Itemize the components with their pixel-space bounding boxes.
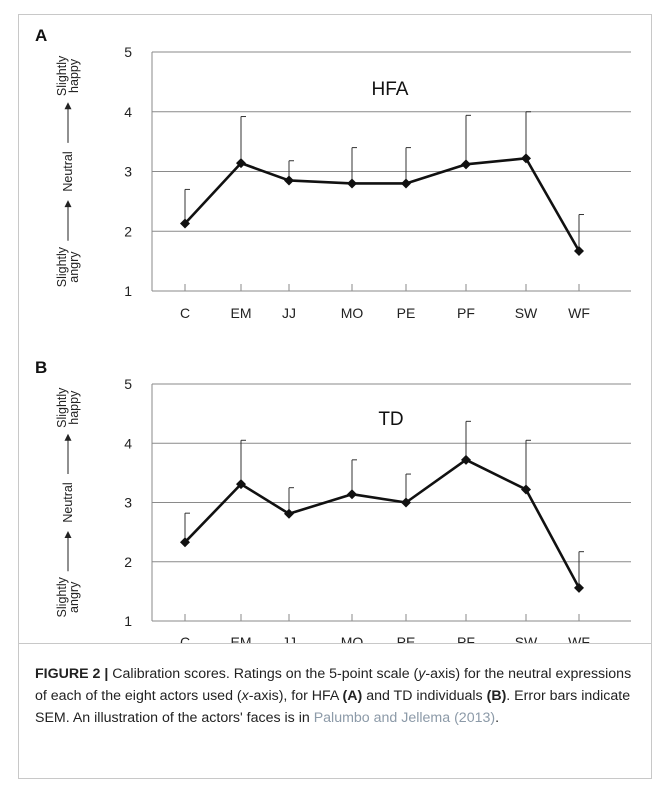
caption-x-italic: x: [241, 688, 249, 704]
y-label-slightly-angry-line2: angry: [67, 581, 81, 613]
data-point-marker: [574, 245, 584, 256]
x-tick-label: PF: [457, 305, 475, 321]
y-tick-label: 1: [124, 283, 132, 299]
x-tick-label: PE: [397, 634, 416, 643]
y-label-slightly-happy-line2: happy: [67, 390, 81, 425]
x-tick-label: WF: [568, 634, 590, 643]
y-label-arrow-head: [64, 200, 72, 208]
figure: A 1 2 3 4 5 C EM JJ MO PE PF SW WF Slightly angry Neutra…: [18, 14, 652, 779]
caption-lead: FIGURE 2 |: [35, 666, 109, 682]
data-point-marker: [284, 508, 294, 519]
data-point-marker: [521, 484, 531, 495]
data-point-marker: [284, 175, 294, 186]
data-point-marker: [521, 153, 531, 164]
x-tick-label: JJ: [282, 305, 296, 321]
x-tick-label: EM: [231, 305, 252, 321]
x-tick-label: C: [180, 634, 190, 643]
caption-reference-link[interactable]: Palumbo and Jellema (2013): [313, 710, 496, 726]
x-tick-label: MO: [341, 634, 364, 643]
data-point-marker: [347, 489, 357, 500]
y-tick-label: 4: [124, 435, 132, 451]
data-point-marker: [574, 582, 584, 593]
y-label-arrow-head: [64, 102, 72, 110]
y-tick-label: 4: [124, 104, 132, 120]
caption-text-2: -axis) for the neutral expressions of ea…: [35, 666, 632, 704]
x-tick-label: C: [180, 305, 190, 321]
y-tick-label: 2: [124, 554, 132, 570]
y-tick-label: 3: [124, 164, 132, 180]
series-line: [184, 157, 581, 252]
caption-divider: [19, 643, 651, 644]
figure-caption: FIGURE 2 | Calibration scores. Ratings o…: [35, 663, 635, 729]
y-tick-label: 2: [124, 223, 132, 239]
x-tick-label: SW: [515, 634, 538, 643]
data-point-marker: [236, 158, 246, 169]
x-tick-label: PE: [397, 305, 416, 321]
data-point-marker: [236, 479, 246, 490]
caption-text-3: -axis), for HFA: [248, 688, 343, 704]
y-tick-label: 1: [124, 613, 132, 629]
caption-y-italic: y: [418, 666, 426, 682]
data-point-marker: [401, 497, 411, 508]
y-label-slightly-happy-line2: happy: [67, 58, 81, 93]
y-label-slightly-happy-line1: Slightly: [55, 55, 69, 96]
y-tick-label: 5: [124, 376, 132, 392]
data-point-marker: [180, 537, 190, 548]
y-label-arrow-head: [64, 433, 72, 441]
x-tick-label: WF: [568, 305, 590, 321]
caption-text-6: .: [495, 710, 500, 726]
data-point-marker: [347, 178, 357, 189]
y-label-arrow-head: [64, 530, 72, 538]
caption-text-4: and TD individuals: [362, 688, 487, 704]
panel-b-title: TD: [378, 409, 403, 430]
y-label-slightly-angry-line1: Slightly: [55, 576, 69, 617]
panel-b-letter: B: [35, 358, 47, 377]
caption-text-1: Calibration scores. Ratings on the 5-poi…: [108, 666, 419, 682]
y-label-neutral: Neutral: [61, 482, 75, 522]
data-point-marker: [180, 218, 190, 229]
panel-a-letter: A: [35, 26, 47, 45]
caption-bold-a: (A): [342, 688, 363, 704]
y-tick-label: 3: [124, 495, 132, 511]
y-label-neutral: Neutral: [61, 151, 75, 191]
data-point-marker: [461, 159, 471, 170]
x-tick-label: EM: [231, 634, 252, 643]
y-label-slightly-angry-line2: angry: [67, 251, 81, 283]
x-tick-label: SW: [515, 305, 538, 321]
y-label-slightly-happy-line1: Slightly: [55, 387, 69, 428]
data-point-marker: [461, 454, 471, 465]
y-label-slightly-angry-line1: Slightly: [55, 246, 69, 287]
x-tick-label: PF: [457, 634, 475, 643]
data-point-marker: [401, 178, 411, 189]
x-tick-label: JJ: [282, 634, 296, 643]
caption-bold-b: (B): [486, 688, 507, 704]
panel-a-title: HFA: [372, 79, 409, 100]
x-tick-label: MO: [341, 305, 364, 321]
series-line: [184, 458, 581, 589]
caption-text-5: . Error bars indicate SEM. An illustrati…: [35, 688, 631, 726]
y-tick-label: 5: [124, 44, 132, 60]
